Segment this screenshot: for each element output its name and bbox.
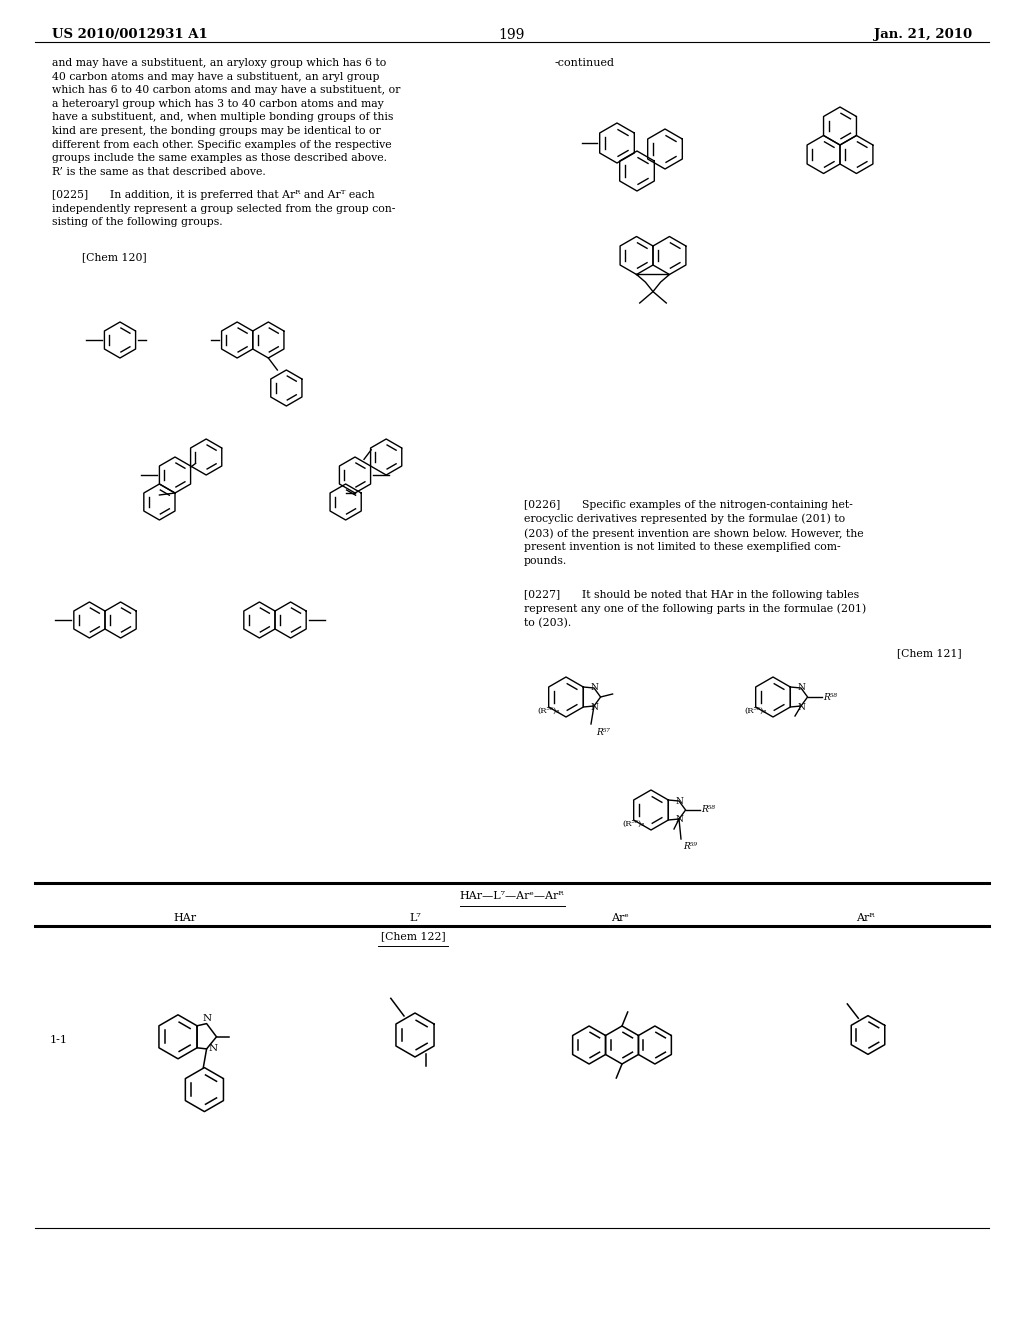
Text: R⁵⁷: R⁵⁷ (596, 729, 610, 737)
Text: N: N (675, 796, 683, 805)
Text: R⁵⁹: R⁵⁹ (683, 842, 697, 851)
Text: (R⁵⁶)ₙ: (R⁵⁶)ₙ (622, 820, 645, 828)
Text: [Chem 121]: [Chem 121] (897, 648, 962, 657)
Text: N: N (202, 1014, 211, 1023)
Text: N: N (209, 1044, 218, 1053)
Text: [0225]  In addition, it is preferred that Arᴿ and Arᵀ each
independently represe: [0225] In addition, it is preferred that… (52, 190, 395, 227)
Text: R⁵⁸: R⁵⁸ (823, 693, 838, 701)
Text: [Chem 120]: [Chem 120] (82, 252, 146, 261)
Text: HAr—L⁷—Arᵉ—Arᴿ: HAr—L⁷—Arᵉ—Arᴿ (460, 891, 564, 902)
Text: [0226]  Specific examples of the nitrogen-containing het-
erocyclic derivatives : [0226] Specific examples of the nitrogen… (524, 500, 863, 566)
Text: 1-1: 1-1 (50, 1035, 68, 1045)
Text: (R⁵⁶)ₙ: (R⁵⁶)ₙ (744, 708, 767, 715)
Text: Arᵉ: Arᵉ (611, 913, 629, 923)
Text: [Chem 122]: [Chem 122] (381, 931, 445, 941)
Text: Arᴿ: Arᴿ (856, 913, 874, 923)
Text: N: N (797, 684, 805, 693)
Text: N: N (797, 702, 805, 711)
Text: -continued: -continued (555, 58, 615, 69)
Text: US 2010/0012931 A1: US 2010/0012931 A1 (52, 28, 208, 41)
Text: N: N (590, 702, 598, 711)
Text: [0227]  It should be noted that HAr in the following tables
represent any one of: [0227] It should be noted that HAr in th… (524, 590, 866, 628)
Text: L⁷: L⁷ (410, 913, 421, 923)
Text: HAr: HAr (173, 913, 197, 923)
Text: (R⁵⁶)ₙ: (R⁵⁶)ₙ (537, 708, 560, 715)
Text: and may have a substituent, an aryloxy group which has 6 to
40 carbon atoms and : and may have a substituent, an aryloxy g… (52, 58, 400, 177)
Text: N: N (590, 684, 598, 693)
Text: Jan. 21, 2010: Jan. 21, 2010 (873, 28, 972, 41)
Text: R⁵⁸: R⁵⁸ (701, 805, 716, 814)
Text: N: N (675, 816, 683, 825)
Text: 199: 199 (499, 28, 525, 42)
